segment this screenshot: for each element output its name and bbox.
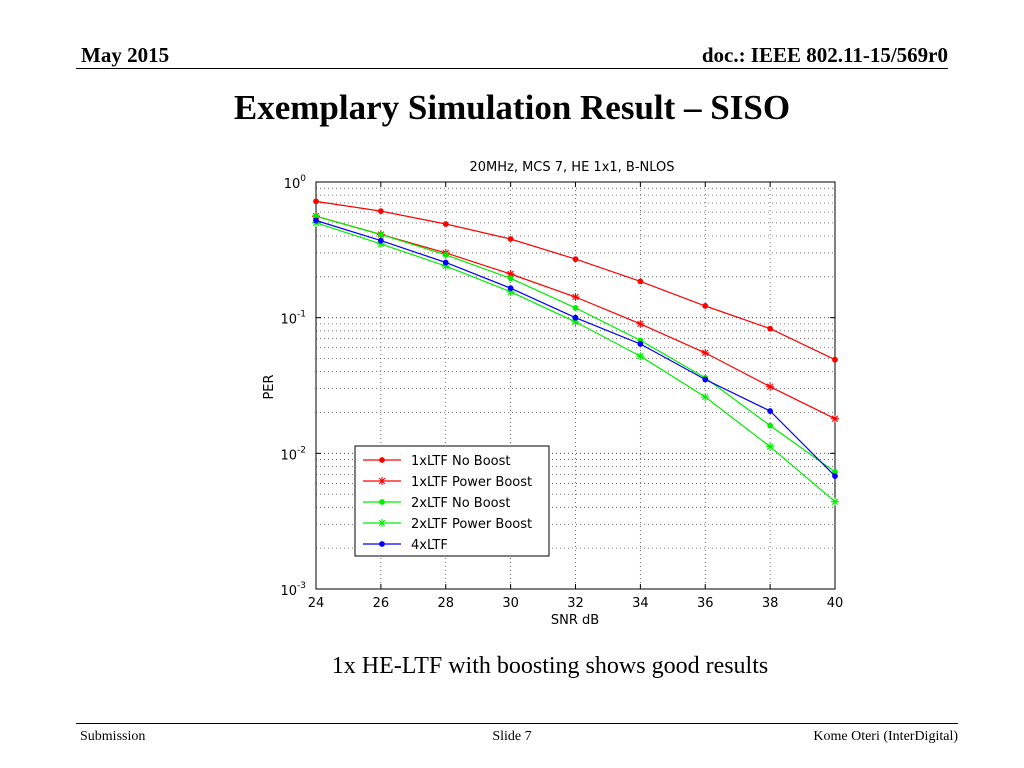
data-point xyxy=(506,287,515,296)
x-axis-label: SNR dB xyxy=(551,613,599,628)
data-point xyxy=(377,231,384,238)
data-point xyxy=(701,348,710,357)
data-point xyxy=(572,305,579,311)
y-tick-label: 10-1 xyxy=(280,310,306,328)
data-point xyxy=(572,256,579,263)
chart-title: 20MHz, MCS 7, HE 1x1, B-NLOS xyxy=(469,160,674,175)
legend-box xyxy=(354,445,550,557)
data-point xyxy=(636,352,645,361)
footer-author: Kome Oteri (InterDigital) xyxy=(813,729,958,744)
data-point xyxy=(442,252,449,258)
legend-marker xyxy=(379,499,385,505)
data-point xyxy=(506,269,515,278)
data-point xyxy=(442,221,449,227)
data-point xyxy=(442,259,449,266)
data-point xyxy=(313,198,319,205)
data-point xyxy=(636,319,645,328)
header-rule xyxy=(76,68,948,69)
y-tick-label: 10-3 xyxy=(280,581,306,599)
data-point xyxy=(832,356,838,363)
series-line xyxy=(315,200,836,361)
header-date: May 2015 xyxy=(81,43,170,67)
legend-entry: 1xLTF No Boost xyxy=(363,454,510,469)
series-group xyxy=(312,198,839,506)
footer-rule xyxy=(76,723,958,724)
x-tick-label: 40 xyxy=(827,596,844,611)
legend-label: 2xLTF Power Boost xyxy=(411,517,532,532)
data-point xyxy=(571,317,580,326)
series-5 xyxy=(313,217,838,479)
legend-label: 1xLTF Power Boost xyxy=(411,475,532,490)
legend-marker xyxy=(378,519,386,527)
data-point xyxy=(702,303,709,309)
slide-title: Exemplary Simulation Result – SISO xyxy=(233,88,791,127)
series-4 xyxy=(312,218,839,506)
data-point xyxy=(377,208,384,215)
data-point xyxy=(507,236,514,242)
x-tick-label: 28 xyxy=(437,596,454,611)
data-point xyxy=(767,422,774,429)
data-point xyxy=(637,341,644,347)
legend-label: 4xLTF xyxy=(411,538,448,553)
y-tick-label: 10-2 xyxy=(280,445,306,463)
data-point xyxy=(377,237,384,244)
slide-caption: 1x HE-LTF with boosting shows good resul… xyxy=(331,653,769,679)
data-point xyxy=(767,408,774,414)
data-point xyxy=(766,382,775,391)
legend-marker xyxy=(378,477,386,485)
legend-label: 1xLTF No Boost xyxy=(411,454,510,469)
legend-marker xyxy=(379,457,385,463)
legend-entry: 4xLTF xyxy=(363,538,448,553)
data-point xyxy=(767,325,774,332)
data-point xyxy=(766,442,775,451)
legend-entry: 2xLTF Power Boost xyxy=(363,517,532,532)
x-tick-label: 32 xyxy=(567,596,584,611)
data-point xyxy=(637,278,644,285)
data-point xyxy=(507,275,514,282)
legend-entry: 2xLTF No Boost xyxy=(363,496,510,511)
data-point xyxy=(441,262,450,271)
legend-marker xyxy=(379,541,385,547)
data-point xyxy=(831,414,839,423)
legend-label: 2xLTF No Boost xyxy=(411,496,510,511)
data-point xyxy=(571,293,580,302)
data-point xyxy=(313,217,319,224)
footer-left: Submission xyxy=(80,729,146,744)
x-tick-label: 38 xyxy=(762,596,779,611)
legend: 1xLTF No Boost 1xLTF Power Boost 2xLTF No … xyxy=(354,445,550,557)
grid xyxy=(315,181,836,590)
header-doc-id: doc.: IEEE 802.11-15/569r0 xyxy=(701,43,948,67)
y-axis-label: PER xyxy=(262,374,277,399)
data-point xyxy=(507,285,514,292)
data-point xyxy=(832,473,838,479)
x-tick-label: 36 xyxy=(697,596,714,611)
axis-ticks: 24 26 28 30 32 34 36 38 40 100 10-1 10-2 10-3 xyxy=(280,174,843,611)
series-1 xyxy=(313,198,838,363)
legend-entry: 1xLTF Power Boost xyxy=(363,475,532,490)
y-tick-label: 100 xyxy=(284,174,307,192)
data-point xyxy=(376,239,385,248)
x-tick-label: 30 xyxy=(502,596,519,611)
data-point xyxy=(831,497,839,506)
footer-slide-number: Slide 7 xyxy=(492,729,532,744)
x-tick-label: 34 xyxy=(632,596,649,611)
data-point xyxy=(701,393,710,402)
x-tick-label: 26 xyxy=(373,596,390,611)
x-tick-label: 24 xyxy=(308,596,325,611)
data-point xyxy=(572,314,579,321)
data-point xyxy=(702,376,709,383)
